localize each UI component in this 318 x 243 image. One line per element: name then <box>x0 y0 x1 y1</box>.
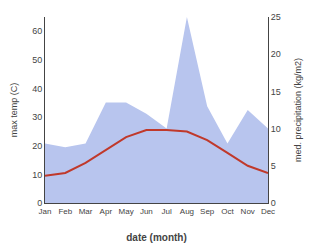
svg-text:Jul: Jul <box>162 207 172 216</box>
svg-text:Nov: Nov <box>241 207 255 216</box>
svg-text:Jan: Jan <box>39 207 52 216</box>
svg-text:30: 30 <box>32 112 42 122</box>
svg-text:20: 20 <box>271 49 281 59</box>
svg-text:0: 0 <box>37 198 42 208</box>
svg-text:10: 10 <box>32 170 42 180</box>
svg-text:10: 10 <box>271 124 281 134</box>
svg-text:Mar: Mar <box>79 207 93 216</box>
svg-text:Apr: Apr <box>100 207 113 216</box>
svg-text:20: 20 <box>32 141 42 151</box>
svg-text:May: May <box>119 207 134 216</box>
svg-text:Sep: Sep <box>200 207 215 216</box>
svg-text:5: 5 <box>271 161 276 171</box>
svg-text:15: 15 <box>271 87 281 97</box>
svg-text:0: 0 <box>271 198 276 208</box>
svg-text:Jun: Jun <box>140 207 153 216</box>
svg-text:Oct: Oct <box>221 207 234 216</box>
svg-text:60: 60 <box>32 26 42 36</box>
svg-text:25: 25 <box>271 12 281 22</box>
svg-text:max temp (C): max temp (C) <box>9 83 19 138</box>
svg-text:40: 40 <box>32 84 42 94</box>
svg-text:Aug: Aug <box>180 207 194 216</box>
svg-text:date (month): date (month) <box>126 232 187 243</box>
svg-text:Dec: Dec <box>261 207 275 216</box>
svg-text:Feb: Feb <box>58 207 72 216</box>
svg-text:50: 50 <box>32 55 42 65</box>
svg-text:med. precipitation (kg/m2): med. precipitation (kg/m2) <box>293 58 303 162</box>
